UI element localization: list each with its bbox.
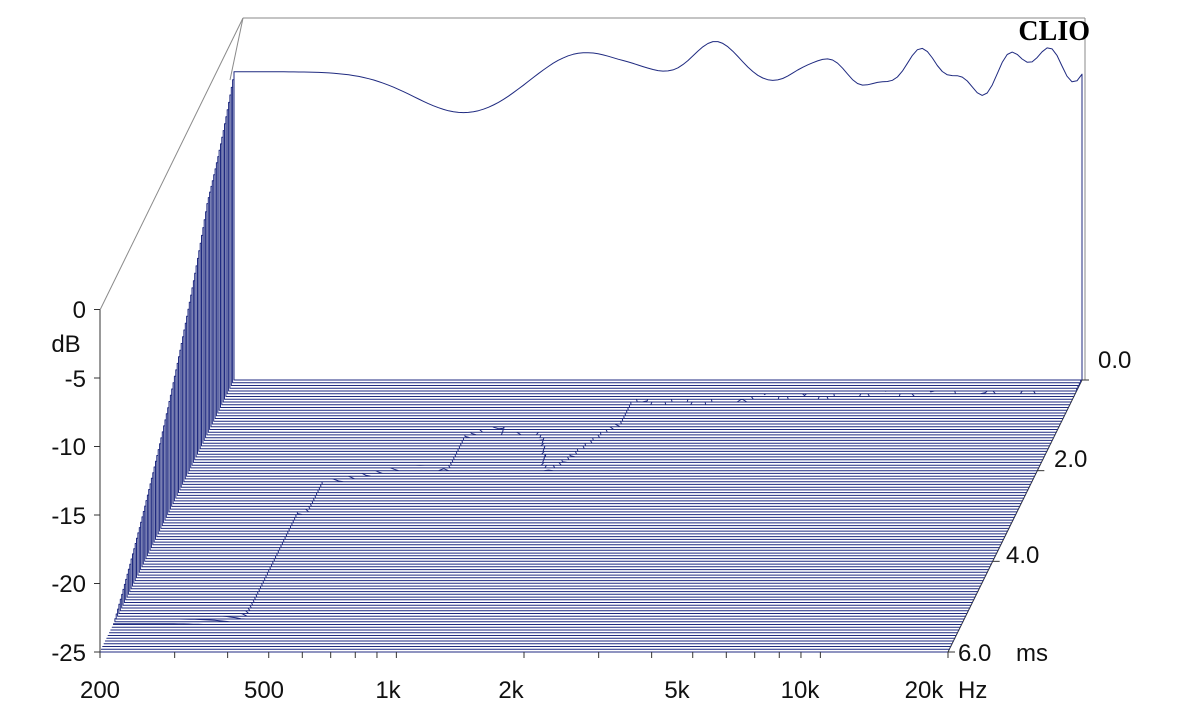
waterfall-slices [99, 41, 1083, 653]
y-tick-label: -25 [51, 640, 86, 667]
waterfall-slice [233, 41, 1083, 381]
y-tick-label: -10 [51, 434, 86, 461]
z-tick-label: 0.0 [1098, 347, 1131, 374]
x-tick-label: 1k [375, 677, 401, 704]
x-tick-label: 5k [664, 677, 690, 704]
x-tick-label: 500 [244, 677, 284, 704]
z-tick-label: 2.0 [1054, 446, 1087, 473]
waterfall-slice [114, 618, 964, 623]
x-tick-label: 2k [498, 677, 524, 704]
x-tick-label: 200 [80, 677, 120, 704]
y-tick-label: -15 [51, 503, 86, 530]
brand-logo: CLIO [1018, 16, 1090, 47]
y-axis-unit: dB [51, 331, 80, 358]
x-tick-labels: 200 500 1k 2k 5k 10k 20k Hz [80, 677, 987, 704]
z-tick-label: 4.0 [1006, 542, 1039, 569]
z-axis-line [947, 379, 1083, 653]
x-tick-label: 10k [781, 677, 821, 704]
y-tick-label: -5 [65, 366, 86, 393]
y-tick-label: 0 [73, 297, 86, 324]
x-tick-label: 20k [905, 677, 945, 704]
z-tick-labels: 0.0 2.0 4.0 6.0 ms [958, 347, 1131, 667]
y-tick-labels: 0 -5 -10 -15 -20 -25 dB [51, 297, 86, 667]
z-tick-label: 6.0 [958, 640, 991, 667]
waterfall-slice [115, 613, 965, 620]
axis-ticks [94, 309, 1089, 658]
back-wall-left-edge [229, 17, 244, 81]
waterfall-slice [113, 623, 962, 625]
z-axis-unit: ms [1016, 640, 1048, 667]
y-tick-label: -20 [51, 571, 86, 598]
left-wall-top-edge [99, 17, 244, 311]
x-axis-unit: Hz [958, 677, 987, 704]
